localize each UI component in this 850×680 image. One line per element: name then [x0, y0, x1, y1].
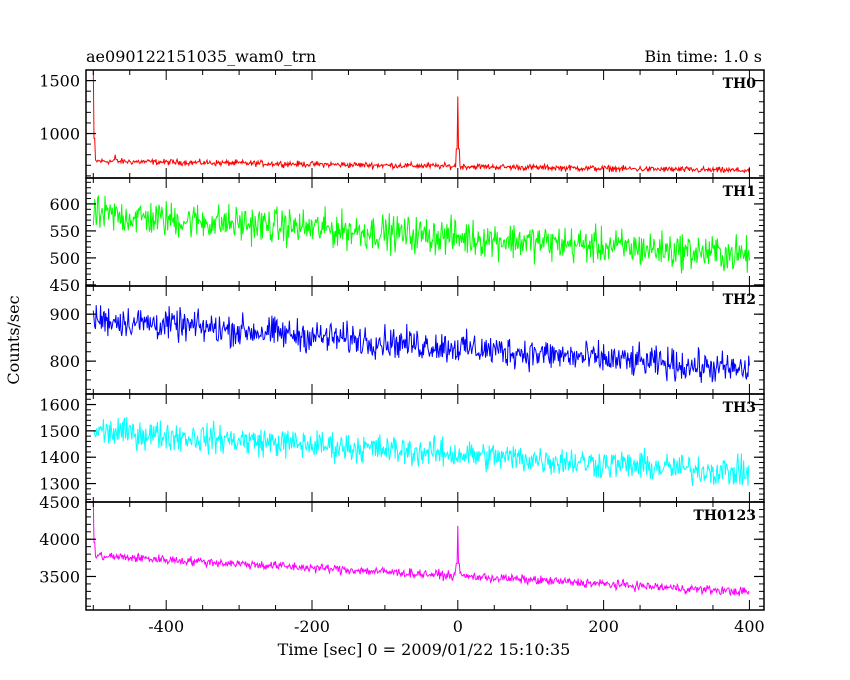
series-line-th3 — [92, 416, 750, 487]
y-tick-label: 900 — [49, 305, 80, 324]
series-line-th0 — [92, 70, 750, 174]
y-tick-label: 1500 — [39, 72, 80, 91]
y-axis-label: Counts/sec — [4, 295, 23, 384]
chart-subtitle: Bin time: 1.0 s — [644, 47, 762, 66]
series-line-th0123 — [92, 502, 750, 597]
panel-frame — [85, 501, 765, 611]
panel-th2: TH2 800 900 — [49, 285, 765, 395]
y-tick-label: 4000 — [39, 530, 80, 549]
chart-title: ae090122151035_wam0_trn — [86, 47, 316, 66]
x-axis-label: Time [sec] 0 = 2009/01/22 15:10:35 — [278, 640, 571, 659]
y-tick-label: 1000 — [39, 125, 80, 144]
panel-name: TH0 — [723, 76, 757, 92]
panel-stack: TH0 1000 1500 TH1 450 500 550 600 TH2 800 900 TH3 13… — [39, 69, 765, 636]
panel-name: TH3 — [723, 400, 756, 416]
y-tick-label: 450 — [49, 276, 80, 295]
panel-frame — [85, 393, 765, 503]
y-tick-label: 4500 — [39, 493, 80, 512]
y-tick-label: 500 — [49, 249, 80, 268]
x-tick-label: 200 — [588, 617, 619, 636]
panel-th0123: TH0123 3500 4000 4500 — [39, 493, 765, 611]
panel-name: TH0123 — [693, 508, 756, 524]
x-tick-label: 0 — [453, 617, 463, 636]
y-tick-label: 1300 — [39, 475, 80, 494]
series-line-th2 — [92, 305, 750, 383]
y-tick-label: 800 — [49, 352, 80, 371]
panel-name: TH2 — [723, 292, 756, 308]
y-tick-label: 1500 — [39, 422, 80, 441]
y-tick-label: 1600 — [39, 396, 80, 415]
series-line-th1 — [92, 194, 750, 274]
panel-th3: TH3 1300 1400 1500 1600 — [39, 393, 765, 503]
x-tick-label: -200 — [294, 617, 330, 636]
panel-name: TH1 — [723, 184, 756, 200]
y-tick-label: 1400 — [39, 448, 80, 467]
y-tick-label: 550 — [49, 222, 80, 241]
panel-th0: TH0 1000 1500 — [39, 69, 765, 179]
x-tick-label: 400 — [734, 617, 765, 636]
y-tick-label: 600 — [49, 195, 80, 214]
x-tick-label: -400 — [148, 617, 184, 636]
panel-frame — [85, 69, 765, 179]
y-tick-label: 3500 — [39, 567, 80, 586]
panel-th1: TH1 450 500 550 600 — [49, 177, 765, 295]
